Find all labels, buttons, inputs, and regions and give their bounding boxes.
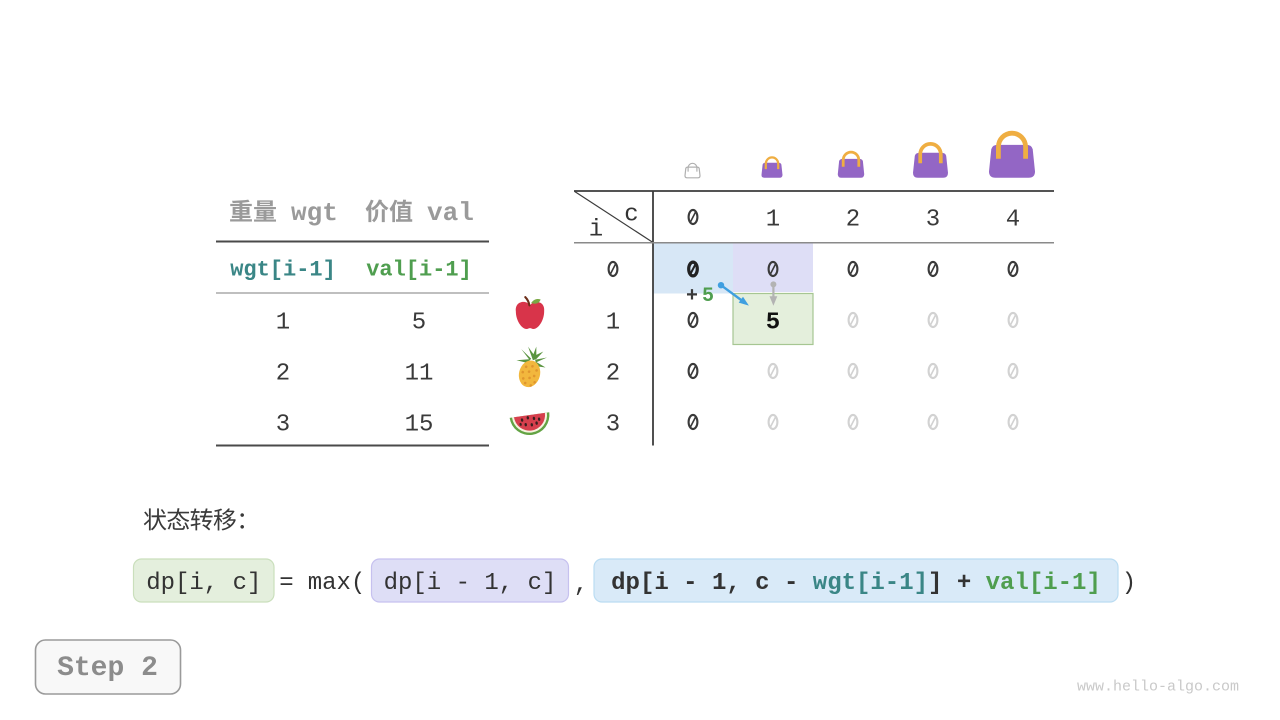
svg-text:): ): [1122, 570, 1136, 597]
svg-text:dp[i - 1, c]: dp[i - 1, c]: [384, 570, 557, 597]
svg-text:,: ,: [574, 571, 588, 598]
svg-text:5: 5: [766, 309, 780, 336]
svg-text:1: 1: [766, 206, 780, 233]
svg-text:4: 4: [1006, 206, 1020, 233]
svg-text:c: c: [624, 201, 638, 228]
svg-text:11: 11: [405, 360, 434, 387]
svg-text:max(: max(: [308, 570, 366, 597]
svg-text:+5: +5: [686, 285, 714, 308]
svg-text:2: 2: [276, 360, 290, 387]
svg-text:3: 3: [606, 411, 620, 438]
svg-text:=: =: [279, 570, 293, 597]
svg-text:5: 5: [412, 309, 426, 336]
svg-text:i: i: [589, 216, 603, 243]
svg-text:dp[i - 1, c - wgt[i-1]] + val[: dp[i - 1, c - wgt[i-1]] + val[i-1]: [611, 570, 1101, 597]
svg-text:dp[i, c]: dp[i, c]: [146, 570, 261, 597]
svg-text:2: 2: [846, 206, 860, 233]
svg-text:val[i-1]: val[i-1]: [366, 258, 472, 283]
svg-text:15: 15: [405, 411, 434, 438]
svg-text:wgt: wgt: [291, 198, 338, 228]
svg-text:2: 2: [606, 360, 620, 387]
svg-text:3: 3: [926, 206, 940, 233]
svg-text:val: val: [427, 198, 474, 228]
svg-text:1: 1: [606, 309, 620, 336]
svg-text:1: 1: [276, 309, 290, 336]
svg-text:www.hello-algo.com: www.hello-algo.com: [1077, 679, 1239, 696]
svg-text:3: 3: [276, 411, 290, 438]
svg-text:Step 2: Step 2: [57, 653, 158, 684]
svg-text:wgt[i-1]: wgt[i-1]: [230, 258, 336, 283]
